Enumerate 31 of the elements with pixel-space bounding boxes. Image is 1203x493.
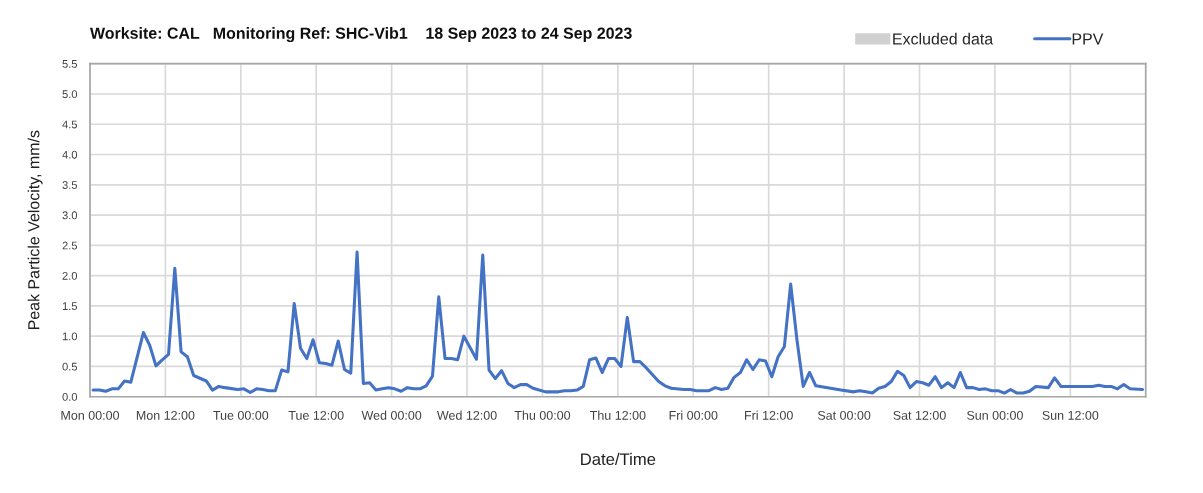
x-axis-title: Date/Time [581, 452, 656, 466]
y-tick-label: 3.0 [62, 211, 78, 220]
y-tick-label: 3.5 [62, 181, 78, 189]
y-tick-label: 5.5 [62, 60, 78, 68]
x-tick-label: Sat 00:00 [817, 410, 871, 420]
y-tick-label: 4.0 [62, 150, 78, 159]
y-tick-label: 1.5 [62, 302, 78, 311]
y-tick-label: 0.5 [62, 362, 78, 371]
y-tick-label: 2.5 [62, 241, 78, 250]
y-tick-label: 5.0 [62, 90, 78, 99]
x-tick-label: Sun 12:00 [1042, 410, 1099, 420]
x-tick-label: Tue 00:00 [213, 410, 269, 420]
legend-label: Excluded data [893, 32, 994, 45]
x-tick-label: Thu 00:00 [514, 410, 571, 420]
y-tick-label: 1.0 [62, 332, 78, 341]
x-tick-label: Mon 12:00 [136, 410, 195, 420]
x-tick-label: Wed 00:00 [361, 410, 422, 420]
x-tick-label: Sun 00:00 [966, 410, 1023, 420]
x-tick-label: Wed 12:00 [436, 410, 497, 420]
y-axis-title: Peak Particle Velocity, mm/s [27, 130, 43, 330]
y-tick-label: 2.0 [62, 271, 78, 280]
x-tick-label: Tue 12:00 [288, 410, 344, 420]
chart-title: Worksite: CAL Monitoring Ref: SHC-Vib1 18 Sep 2023 to 24 Sep 2023 [90, 27, 632, 43]
legend-label: PPV [1072, 33, 1104, 45]
y-tick-label: 0.0 [62, 392, 78, 401]
x-tick-label: Fri 00:00 [669, 410, 718, 420]
y-tick-label: 4.5 [62, 120, 78, 129]
x-tick-label: Sat 12:00 [893, 410, 946, 420]
x-tick-label: Thu 12:00 [590, 410, 646, 420]
x-tick-label: Mon 00:00 [61, 410, 120, 420]
x-tick-label: Fri 12:00 [745, 410, 793, 420]
